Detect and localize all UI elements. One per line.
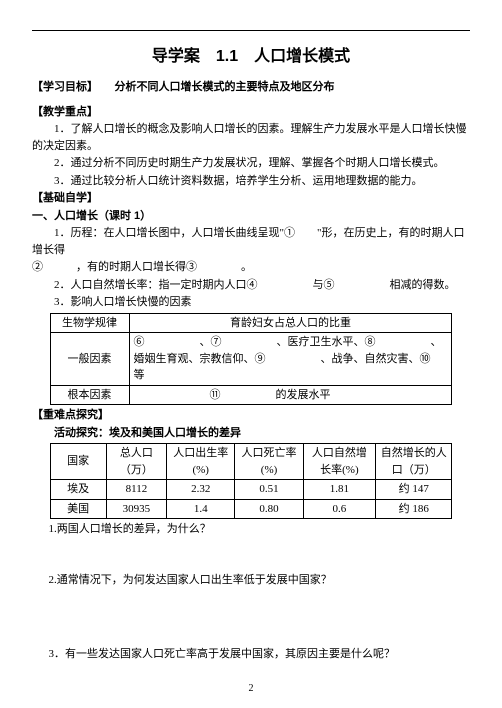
- self-label: 【基础自学】: [32, 192, 98, 204]
- t2-r1c3: 0.80: [235, 499, 303, 519]
- t2-r0c3: 0.51: [235, 480, 303, 500]
- explore-title: 活动探究：埃及和美国人口增长的差异: [32, 425, 470, 442]
- explore-label: 【重难点探究】: [32, 409, 109, 421]
- p1-line1b: ② ，有的时期人口增长得③ 。: [32, 259, 470, 276]
- t2-h1: 总人口（万）: [106, 444, 166, 480]
- p1-line2: 2．人口自然增长率：指一定时期内人口④ 与⑤ 相减的得数。: [32, 277, 470, 294]
- t2-h2: 人口出生率(%): [167, 444, 235, 480]
- question-1: 1.两国人口增长的差异，为什么？: [32, 521, 470, 538]
- data-table: 国家 总人口（万） 人口出生率(%) 人口死亡率(%) 人口自然增长率(%) 自…: [50, 443, 453, 519]
- t2-r1c1: 30935: [106, 499, 166, 519]
- t1-r1c0: 一般因素: [50, 333, 129, 386]
- t2-r1c4: 0.6: [303, 499, 375, 519]
- t2-r1c0: 美国: [50, 499, 106, 519]
- t2-r0c5: 约 147: [376, 480, 452, 500]
- t2-h3: 人口死亡率(%): [235, 444, 303, 480]
- t2-r1c2: 1.4: [167, 499, 235, 519]
- t2-r0c1: 8112: [106, 480, 166, 500]
- t2-h5: 自然增长的人口（万）: [376, 444, 452, 480]
- focus-label-row: 【教学重点】: [32, 104, 470, 121]
- p1-line3: 3．影响人口增长快慢的因素: [32, 294, 470, 311]
- table-row: 美国 30935 1.4 0.80 0.6 约 186: [50, 499, 452, 519]
- focus-item-2: 2．通过分析不同历史时期生产力发展状况，理解、掌握各个时期人口增长模式。: [32, 155, 470, 172]
- top-rule: [32, 30, 470, 31]
- spacer: [32, 589, 470, 645]
- t1-r0c0: 生物学规律: [50, 313, 129, 333]
- factors-table: 生物学规律 育龄妇女占总人口的比重 一般因素 ⑥ 、⑦ 、医疗卫生水平、⑧ 、婚…: [50, 313, 453, 406]
- focus-item-3: 3．通过比较分析人口统计资料数据，培养学生分析、运用地理数据的能力。: [32, 173, 470, 190]
- table-header-row: 国家 总人口（万） 人口出生率(%) 人口死亡率(%) 人口自然增长率(%) 自…: [50, 444, 452, 480]
- question-3: 3．有一些发达国家人口死亡率高于发展中国家，其原因主要是什么呢？: [32, 646, 470, 663]
- table-row: 生物学规律 育龄妇女占总人口的比重: [50, 313, 452, 333]
- explore-label-row: 【重难点探究】: [32, 407, 470, 424]
- page-number: 2: [0, 681, 502, 696]
- doc-title: 导学案 1.1 人口增长模式: [32, 45, 470, 69]
- t1-r2c1: ⑪ 的发展水平: [129, 385, 452, 405]
- t2-r0c0: 埃及: [50, 480, 106, 500]
- goal-label: 【学习目标】: [32, 81, 98, 93]
- t2-r0c4: 1.81: [303, 480, 375, 500]
- t1-r1c1: ⑥ 、⑦ 、医疗卫生水平、⑧ 、婚姻生育观、宗教信仰、⑨ 、战争、自然灾害、⑩ …: [129, 333, 452, 386]
- table-row: 一般因素 ⑥ 、⑦ 、医疗卫生水平、⑧ 、婚姻生育观、宗教信仰、⑨ 、战争、自然…: [50, 333, 452, 386]
- focus-item-1: 1．了解人口增长的概念及影响人口增长的因素。理解生产力发展水平是人口增长快慢的决…: [32, 121, 470, 154]
- t2-r0c2: 2.32: [167, 480, 235, 500]
- t2-h0: 国家: [50, 444, 106, 480]
- focus-label: 【教学重点】: [32, 106, 98, 118]
- goal-text: 分析不同人口增长模式的主要特点及地区分布: [115, 81, 335, 93]
- t2-r1c5: 约 186: [376, 499, 452, 519]
- t2-h4: 人口自然增长率(%): [303, 444, 375, 480]
- question-2: 2.通常情况下，为何发达国家人口出生率低于发展中国家？: [32, 572, 470, 589]
- t1-r0c1: 育龄妇女占总人口的比重: [129, 313, 452, 333]
- part1-title: 一、人口增长（课时 1）: [32, 208, 470, 225]
- learning-goal: 【学习目标】 分析不同人口增长模式的主要特点及地区分布: [32, 79, 470, 96]
- page: 导学案 1.1 人口增长模式 【学习目标】 分析不同人口增长模式的主要特点及地区…: [0, 0, 502, 708]
- table-row: 埃及 8112 2.32 0.51 1.81 约 147: [50, 480, 452, 500]
- table-row: 根本因素 ⑪ 的发展水平: [50, 385, 452, 405]
- spacer: [32, 539, 470, 571]
- t1-r2c0: 根本因素: [50, 385, 129, 405]
- p1-line1a: 1．历程：在人口增长图中，人口增长曲线呈现"① "形，在历史上，有的时期人口增长…: [32, 225, 470, 258]
- self-label-row: 【基础自学】: [32, 190, 470, 207]
